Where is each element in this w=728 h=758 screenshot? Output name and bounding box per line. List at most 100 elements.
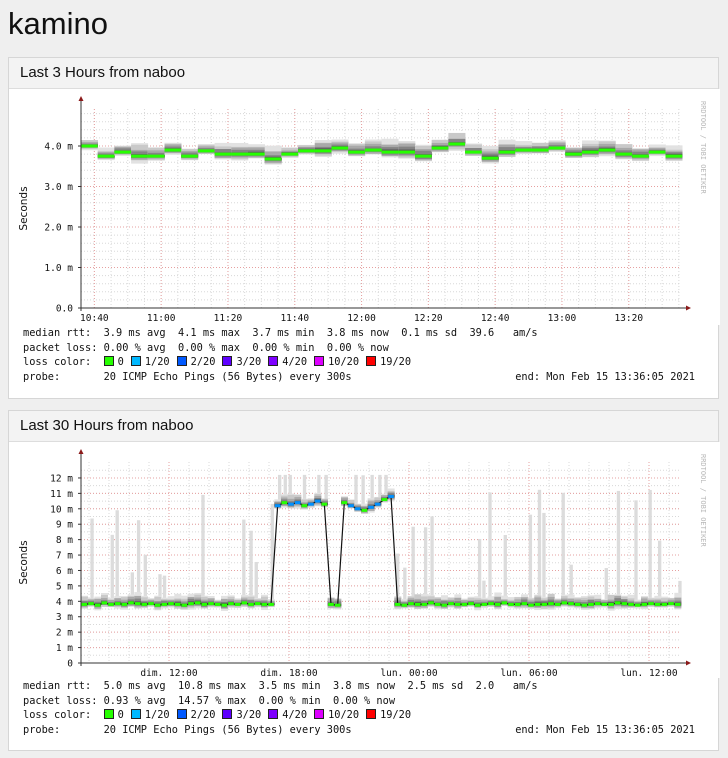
median-marker <box>608 602 614 606</box>
median-marker <box>221 603 228 607</box>
loss-color-value: 2/20 <box>190 356 216 369</box>
loss-color-value: 1/20 <box>144 356 170 369</box>
median-marker <box>615 152 633 156</box>
smoke-spike <box>143 554 147 605</box>
y-tick-label: 5 m <box>56 581 73 592</box>
x-tick-label: 13:00 <box>548 313 577 324</box>
loss-color-item: 0 <box>103 709 124 722</box>
median-rtt-value: 3.9 ms avg <box>103 327 166 339</box>
median-marker <box>521 602 528 606</box>
median-marker <box>241 601 248 605</box>
median-marker <box>348 150 365 154</box>
median-marker <box>582 150 599 154</box>
median-marker <box>634 603 641 607</box>
smoke-spike <box>482 580 486 605</box>
median-marker <box>574 602 581 606</box>
median-marker <box>234 602 241 606</box>
median-marker <box>81 144 98 148</box>
y-tick-label: 7 m <box>56 551 73 562</box>
median-marker <box>668 602 674 606</box>
median-rtt-value: 2.0 am/s <box>475 680 538 692</box>
median-rtt-value: 4.1 ms max <box>178 327 241 339</box>
median-marker <box>381 150 399 154</box>
panel-title[interactable]: Last 3 Hours from naboo <box>9 58 718 89</box>
median-marker <box>454 602 461 606</box>
median-marker <box>268 602 274 606</box>
median-marker <box>81 602 88 606</box>
x-tick-label: 12:20 <box>414 313 443 324</box>
median-marker <box>648 602 654 606</box>
median-rtt-value: 3.8 ms now <box>326 327 389 339</box>
smoke-spike <box>378 474 382 505</box>
x-tick-label: dim. 18:00 <box>260 668 317 678</box>
median-marker <box>581 603 588 607</box>
x-tick-label: lun. 00:00 <box>380 668 437 678</box>
median-marker <box>548 146 566 150</box>
median-marker <box>147 154 165 158</box>
y-tick-label: 0 <box>67 659 73 670</box>
median-marker <box>654 602 661 606</box>
loss-color-swatch <box>130 709 141 720</box>
loss-color-item: 19/20 <box>366 356 411 368</box>
panel-title[interactable]: Last 30 Hours from naboo <box>9 411 718 442</box>
median-marker <box>314 499 321 503</box>
smokeping-chart-30h[interactable]: 0 1 m 2 m 3 m 4 m 5 m 6 m 7 m 8 m 9 m 10 m 11 m 12 m… <box>9 442 720 678</box>
median-rtt-value: 0.1 ms sd <box>401 327 458 339</box>
smoke-spike <box>130 572 134 603</box>
loss-color-swatch <box>103 709 114 720</box>
packet-loss-label: packet loss: <box>23 694 98 707</box>
median-rtt-value: 2.5 ms sd <box>407 680 464 692</box>
median-marker <box>408 602 414 606</box>
smokeping-chart-3h[interactable]: 0.0 1.0 m 2.0 m 3.0 m 4.0 m 10:40 11:00 11:20 11… <box>9 89 720 325</box>
end-time: end: Mon Feb 15 13:36:05 2021 <box>515 370 695 383</box>
median-rtt-row: median rtt: 5.0 ms avg 10.8 ms max 3.5 m… <box>23 680 713 695</box>
median-marker <box>128 601 134 605</box>
median-marker <box>428 601 434 605</box>
median-marker <box>328 602 334 606</box>
median-rtt-label: median rtt: <box>23 327 92 339</box>
median-marker <box>208 602 214 606</box>
median-marker <box>415 154 432 158</box>
loss-color-value: 0 <box>117 709 124 722</box>
loss-color-item: 19/20 <box>366 709 411 721</box>
median-marker <box>174 602 181 606</box>
smoke-spike <box>270 503 274 605</box>
median-marker <box>264 157 282 161</box>
median-marker <box>214 602 221 606</box>
median-rtt-value: 3.5 ms min <box>258 680 321 692</box>
median-marker <box>508 602 514 606</box>
median-marker <box>134 602 141 606</box>
smoke-spike <box>317 474 321 502</box>
median-marker <box>381 498 388 502</box>
loss-color-swatch <box>176 709 187 720</box>
median-marker <box>514 602 521 606</box>
median-marker <box>261 602 268 606</box>
smoke-spike <box>201 494 205 605</box>
smoke-spike <box>537 489 542 605</box>
x-axis-arrow <box>686 660 691 666</box>
smoke-spike <box>430 516 434 603</box>
median-marker <box>601 602 608 606</box>
loss-color-value: 0 <box>117 356 124 369</box>
loss-color-value: 3/20 <box>236 356 262 369</box>
median-marker <box>465 150 482 154</box>
y-tick-label: 9 m <box>56 520 73 531</box>
rrdtool-watermark: RRDTOOL / TOBI OETIKER <box>699 101 707 195</box>
median-marker <box>588 602 594 606</box>
median-marker <box>481 602 488 606</box>
median-marker <box>331 146 349 150</box>
smoke-spike <box>648 489 652 604</box>
smoke-spike <box>396 553 400 605</box>
median-marker <box>88 602 94 606</box>
median-marker <box>97 154 115 158</box>
chart-background <box>9 89 720 325</box>
smoke-spike <box>249 530 253 605</box>
median-marker <box>474 603 481 607</box>
smoke-spike <box>324 474 328 505</box>
median-marker <box>131 154 148 158</box>
probe-row: probe: 20 ICMP Echo Pings (56 Bytes) eve… <box>23 724 713 739</box>
median-marker <box>421 602 428 606</box>
probe-label: probe: <box>23 370 61 383</box>
median-marker <box>354 507 361 511</box>
median-rtt-value: 3.7 ms min <box>252 327 315 339</box>
